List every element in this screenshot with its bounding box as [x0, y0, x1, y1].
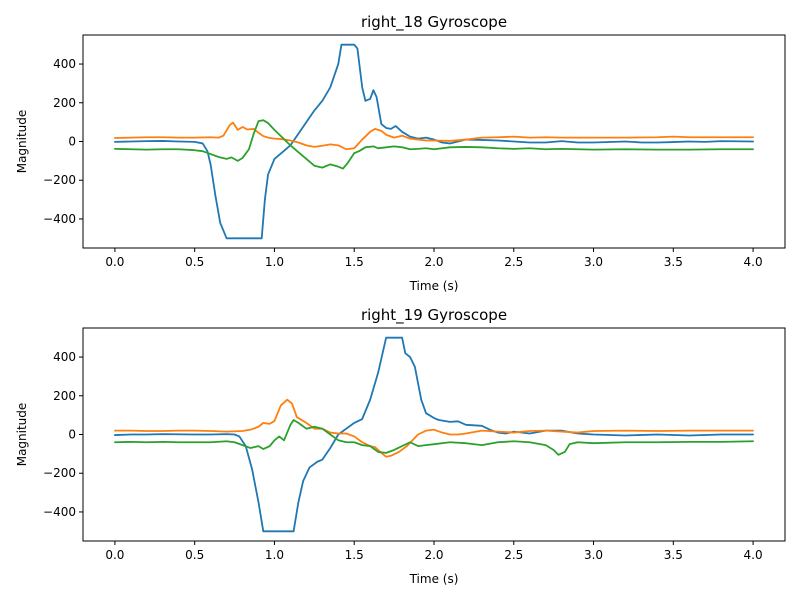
- chart-title: right_19 Gyroscope: [361, 306, 507, 325]
- x-tick-label: 1.0: [265, 548, 284, 562]
- x-tick-label: 3.5: [664, 255, 683, 269]
- series-line-green: [114, 119, 754, 170]
- series-line-blue: [114, 336, 754, 533]
- series-line-green: [114, 419, 754, 456]
- x-tick-label: 0.5: [185, 255, 204, 269]
- x-tick-label: 1.0: [265, 255, 284, 269]
- x-tick-label: 2.5: [504, 255, 523, 269]
- chart-title: right_18 Gyroscope: [361, 13, 507, 32]
- y-tick-label: −200: [43, 173, 76, 187]
- y-axis-label: Magnitude: [15, 403, 29, 467]
- x-tick-label: 0.0: [105, 548, 124, 562]
- x-tick-label: 3.0: [584, 255, 603, 269]
- y-axis-label: Magnitude: [15, 110, 29, 174]
- x-tick-label: 2.0: [424, 255, 443, 269]
- chart-right-18-gyroscope: right_18 Gyroscope 0.0 0.5 1.0 1.5 2.0 2.5 3.0 3…: [15, 13, 786, 293]
- y-tick-label: −200: [43, 466, 76, 480]
- x-tick-label: 3.0: [584, 548, 603, 562]
- x-tick-label: 2.0: [424, 548, 443, 562]
- series-line-orange: [114, 398, 754, 458]
- y-tick-label: 200: [53, 96, 76, 110]
- chart-right-19-gyroscope: right_19 Gyroscope 0.0 0.5 1.0 1.5 2.0 2.5 3.0 3…: [15, 306, 786, 586]
- x-tick-label: 4.0: [744, 255, 763, 269]
- series-line-orange: [114, 121, 754, 151]
- y-tick-label: 200: [53, 389, 76, 403]
- x-axis-label: Time (s): [409, 572, 459, 586]
- x-tick-label: 0.5: [185, 548, 204, 562]
- y-tick-label: 400: [53, 57, 76, 71]
- x-tick-label: 3.5: [664, 548, 683, 562]
- y-tick-label: 0: [68, 428, 76, 442]
- y-tick-label: 400: [53, 350, 76, 364]
- y-tick-label: −400: [43, 505, 76, 519]
- x-tick-label: 1.5: [345, 548, 364, 562]
- x-tick-label: 1.5: [345, 255, 364, 269]
- x-tick-label: 4.0: [744, 548, 763, 562]
- y-tick-label: 0: [68, 135, 76, 149]
- x-tick-label: 0.0: [105, 255, 124, 269]
- series-line-blue: [114, 43, 754, 240]
- x-tick-label: 2.5: [504, 548, 523, 562]
- x-axis-label: Time (s): [409, 279, 459, 293]
- y-tick-label: −400: [43, 212, 76, 226]
